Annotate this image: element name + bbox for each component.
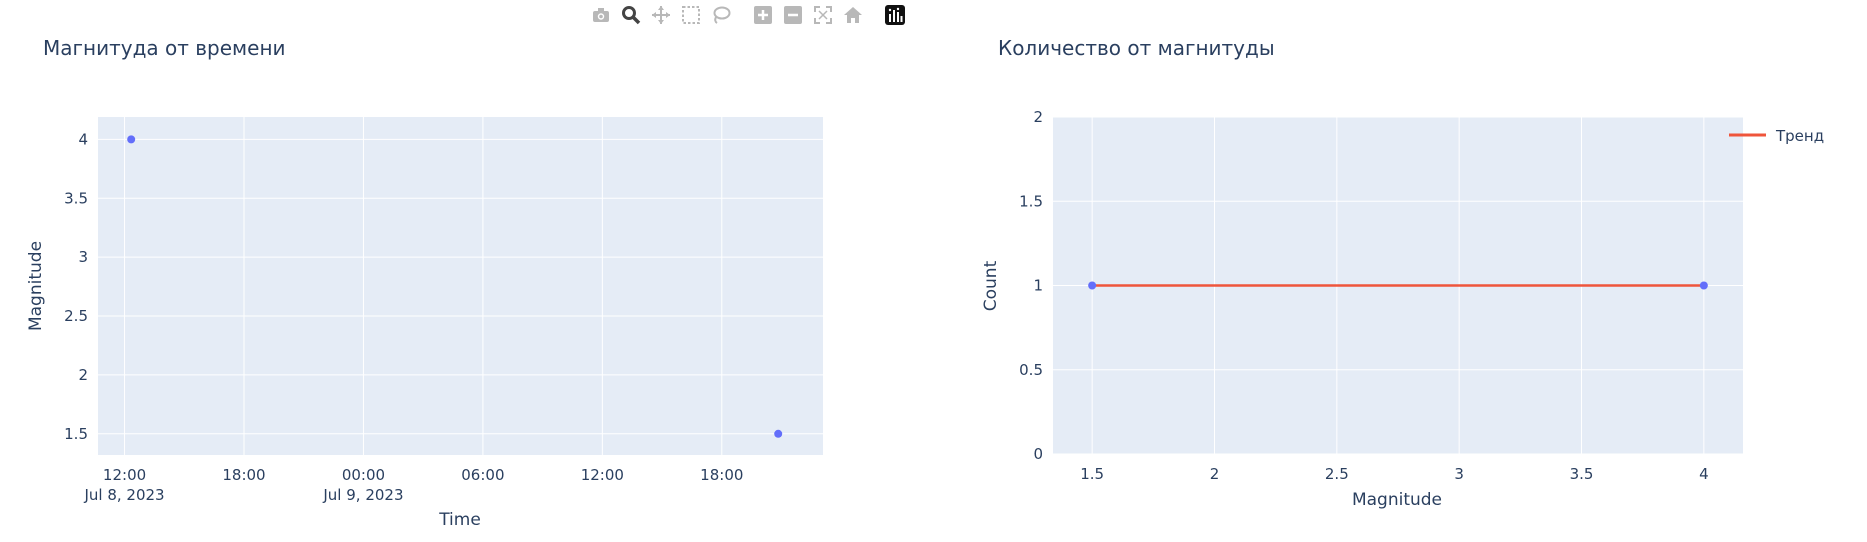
chart-left-plot-area	[98, 117, 823, 455]
chart-right-x-tick-label: 4	[1699, 465, 1709, 483]
chart-right-x-tick-label: 1.5	[1080, 465, 1104, 483]
box-select-button[interactable]	[680, 4, 702, 26]
chart-left-point[interactable]	[127, 135, 136, 144]
zoom-icon	[622, 6, 641, 25]
chart-right: Количество от магнитуды 0 0.5 1 1.5 2 1.5 2 2.…	[981, 36, 1824, 510]
chart-left-x-tick-date-label: Jul 9, 2023	[322, 486, 403, 504]
plotly-logo-button[interactable]	[884, 4, 906, 26]
chart-left-point[interactable]	[774, 429, 783, 438]
chart-right-y-tick-label: 1.5	[1019, 192, 1043, 210]
chart-right-x-ticks: 1.5 2 2.5 3 3.5 4	[1080, 465, 1708, 483]
zoom-in-icon	[754, 6, 772, 24]
reset-axes-icon	[844, 7, 862, 23]
zoom-out-icon	[784, 6, 802, 24]
chart-right-y-ticks: 0 0.5 1 1.5 2	[1019, 108, 1043, 463]
chart-left-x-axis-label: Time	[438, 510, 481, 530]
chart-left-x-ticks: 12:00 Jul 8, 2023 18:00 00:00 Jul 9, 2023 06:…	[83, 466, 743, 504]
chart-left-x-tick-label: 00:00	[342, 466, 385, 484]
chart-left-y-tick-label: 2	[78, 366, 88, 384]
chart-left-x-tick-label: 18:00	[222, 466, 265, 484]
chart-right-point[interactable]	[1088, 281, 1097, 290]
zoom-out-button[interactable]	[782, 4, 804, 26]
chart-left-x-tick-label: 12:00	[103, 466, 146, 484]
chart-right-series	[1088, 281, 1708, 290]
chart-left-x-tick-label: 18:00	[700, 466, 743, 484]
chart-left-y-tick-label: 2.5	[64, 307, 88, 325]
autoscale-icon	[814, 6, 832, 24]
box-select-icon	[682, 6, 700, 24]
chart-right-x-tick-label: 2.5	[1325, 465, 1349, 483]
chart-right-point[interactable]	[1699, 281, 1708, 290]
chart-left-points	[127, 135, 783, 438]
lasso-select-button[interactable]	[710, 4, 732, 26]
chart-right-x-tick-label: 3.5	[1570, 465, 1594, 483]
chart-left-x-tick-label: 12:00	[581, 466, 624, 484]
chart-left-x-tick-label: 06:00	[461, 466, 504, 484]
chart-right-y-tick-label: 0	[1033, 445, 1043, 463]
zoom-button[interactable]	[620, 4, 642, 26]
chart-right-x-tick-label: 2	[1210, 465, 1220, 483]
chart-left-title: Магнитуда от времени	[43, 36, 286, 60]
chart-left-y-axis-label: Magnitude	[26, 241, 46, 331]
camera-button[interactable]	[590, 4, 612, 26]
chart-right-y-tick-label: 1	[1033, 277, 1043, 295]
lasso-select-icon	[713, 6, 731, 24]
chart-right-x-tick-label: 3	[1454, 465, 1464, 483]
pan-button[interactable]	[650, 4, 672, 26]
chart-left-y-tick-label: 4	[78, 130, 88, 148]
legend[interactable]: Тренд	[1729, 127, 1824, 145]
chart-left-grid	[98, 117, 823, 455]
chart-left-x-tick-date-label: Jul 8, 2023	[83, 486, 164, 504]
chart-left-y-ticks: 1.5 2 2.5 3 3.5 4	[64, 130, 88, 442]
legend-trend-label[interactable]: Тренд	[1775, 127, 1824, 145]
chart-left-y-tick-label: 3	[78, 248, 88, 266]
chart-right-y-tick-label: 2	[1033, 108, 1043, 126]
chart-right-y-tick-label: 0.5	[1019, 361, 1043, 379]
chart-right-x-axis-label: Magnitude	[1352, 490, 1442, 510]
chart-left-y-tick-label: 3.5	[64, 189, 88, 207]
plotly-logo-icon	[885, 5, 905, 25]
chart-left-y-tick-label: 1.5	[64, 425, 88, 443]
chart-right-title: Количество от магнитуды	[998, 36, 1275, 60]
zoom-in-button[interactable]	[752, 4, 774, 26]
pan-icon	[652, 6, 670, 24]
chart-right-y-axis-label: Count	[981, 260, 1001, 311]
camera-icon	[593, 8, 609, 22]
autoscale-button[interactable]	[812, 4, 834, 26]
reset-axes-button[interactable]	[842, 4, 864, 26]
modebar	[590, 3, 914, 27]
chart-left: Магнитуда от времени 1.5 2 2.5 3 3.5 4 12:00 J…	[26, 36, 823, 530]
